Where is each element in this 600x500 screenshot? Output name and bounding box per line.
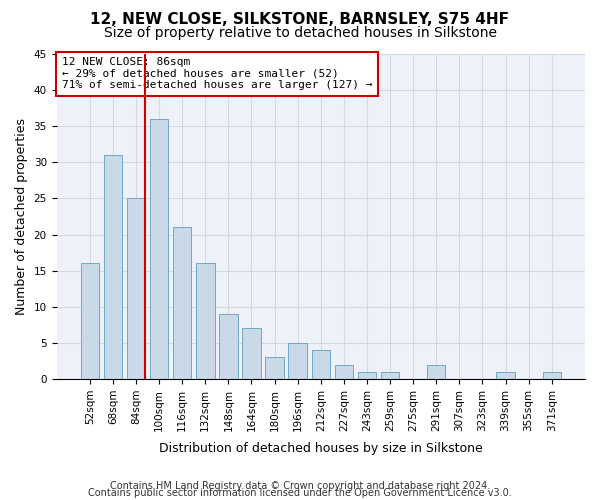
Bar (242, 328, 261, 379)
Bar (335, 364, 353, 379)
Bar (542, 372, 561, 379)
Text: 12, NEW CLOSE, SILKSTONE, BARNSLEY, S75 4HF: 12, NEW CLOSE, SILKSTONE, BARNSLEY, S75 … (91, 12, 509, 28)
Text: Contains HM Land Registry data © Crown copyright and database right 2024.: Contains HM Land Registry data © Crown c… (110, 481, 490, 491)
Text: Contains public sector information licensed under the Open Government Licence v3: Contains public sector information licen… (88, 488, 512, 498)
X-axis label: Distribution of detached houses by size in Silkstone: Distribution of detached houses by size … (159, 442, 482, 455)
Bar (104, 155, 122, 379)
Bar (496, 372, 515, 379)
Bar (150, 119, 169, 379)
Bar (196, 264, 215, 379)
Bar (381, 372, 399, 379)
Bar (127, 198, 145, 379)
Text: 12 NEW CLOSE: 86sqm
← 29% of detached houses are smaller (52)
71% of semi-detach: 12 NEW CLOSE: 86sqm ← 29% of detached ho… (62, 58, 373, 90)
Text: Size of property relative to detached houses in Silkstone: Size of property relative to detached ho… (104, 26, 497, 40)
Y-axis label: Number of detached properties: Number of detached properties (15, 118, 28, 315)
Bar (80, 264, 99, 379)
Bar (265, 358, 284, 379)
Bar (289, 343, 307, 379)
Bar (358, 372, 376, 379)
Bar (427, 364, 445, 379)
Bar (219, 314, 238, 379)
Bar (311, 350, 330, 379)
Bar (173, 228, 191, 379)
